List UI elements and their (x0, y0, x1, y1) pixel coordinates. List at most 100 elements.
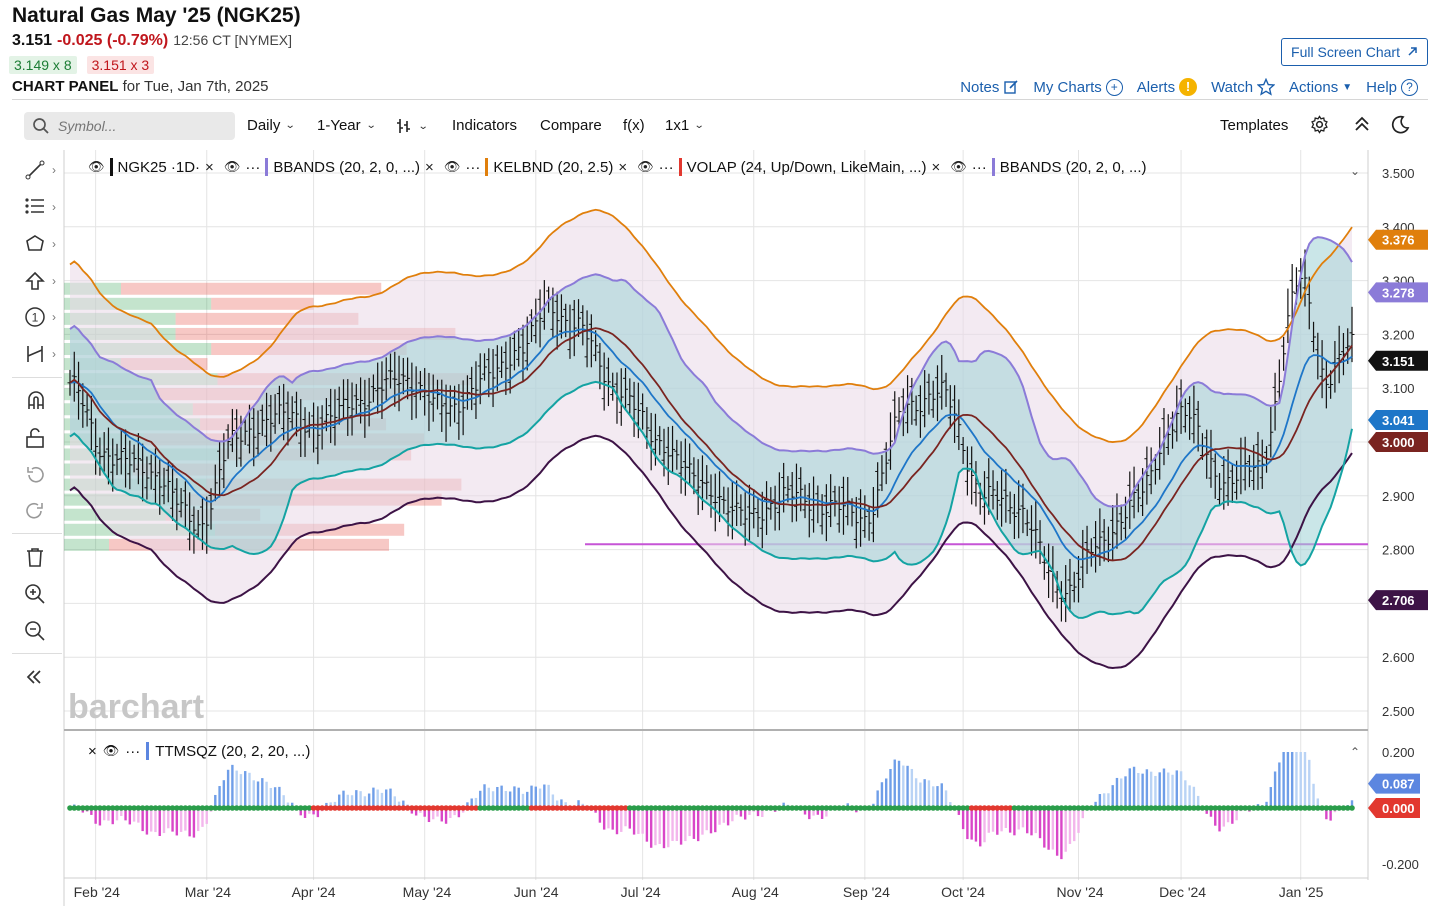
squeeze-dot (438, 805, 445, 811)
layout-dropdown[interactable]: 1x1 ⌄ (665, 117, 705, 134)
external-arrow-icon (1408, 47, 1417, 56)
measure-tool[interactable]: › (24, 340, 58, 368)
squeeze-dot (1028, 805, 1035, 811)
zoom-out-button[interactable] (24, 617, 58, 645)
histogram-bar (179, 808, 183, 832)
notes-link[interactable]: Notes (960, 79, 1019, 96)
squeeze-dot (242, 805, 249, 811)
squeeze-dot (97, 805, 103, 811)
squeeze-dot (182, 805, 189, 811)
symbol-input[interactable] (58, 118, 218, 134)
histogram-bar (692, 808, 696, 839)
bid-ask: 3.149 x 8 3.151 x 3 (9, 56, 155, 74)
fib-tool[interactable]: › (24, 193, 58, 221)
full-screen-chart-button[interactable]: Full Screen Chart (1281, 38, 1428, 66)
squeeze-dot (1344, 805, 1351, 811)
squeeze-dot (780, 805, 787, 811)
price-tag-text: 3.376 (1382, 233, 1415, 248)
delete-drawings-button[interactable] (24, 543, 58, 571)
legend-volap[interactable]: 👁 ··· VOLAP (24, Up/Down, LikeMain, ...) × (637, 158, 940, 176)
more-icon[interactable]: ··· (658, 158, 674, 176)
more-icon[interactable]: ··· (971, 158, 987, 176)
more-icon[interactable]: ··· (125, 742, 141, 760)
histogram-bar (1098, 794, 1102, 808)
more-icon[interactable]: ··· (245, 158, 261, 176)
squeeze-dot (1032, 805, 1039, 811)
legend-collapse-chevron-icon[interactable]: ⌄ (1349, 164, 1360, 178)
squeeze-dot (580, 805, 586, 811)
chart-type-dropdown[interactable]: ⌄ (395, 117, 429, 135)
squeeze-dot (203, 805, 210, 811)
templates-button[interactable]: Templates (1220, 117, 1288, 134)
squeeze-dot (357, 805, 364, 811)
header-divider (12, 99, 1428, 100)
my-charts-link[interactable]: My Charts + (1033, 78, 1123, 96)
watch-link[interactable]: Watch (1211, 78, 1276, 96)
magnet-tool[interactable] (24, 387, 58, 415)
redo-button[interactable] (24, 497, 58, 525)
squeeze-dot (1315, 805, 1321, 811)
price-chart[interactable]: 3.5003.4003.3003.2003.1003.0002.9002.800… (0, 150, 1456, 906)
help-link[interactable]: Help ? (1366, 78, 1418, 96)
squeeze-dot (994, 805, 1001, 811)
squeeze-dot (554, 805, 560, 811)
ttm-collapse-chevron-icon[interactable]: ⌃ (1349, 745, 1360, 759)
zoom-in-button[interactable] (24, 580, 58, 608)
histogram-bar (1299, 752, 1302, 808)
histogram-bar (607, 808, 610, 829)
full-screen-label: Full Screen Chart (1291, 44, 1400, 60)
lock-tool[interactable] (24, 424, 58, 452)
compare-button[interactable]: Compare (540, 117, 602, 134)
eye-icon[interactable]: 👁 (443, 159, 461, 174)
price-tag-text: 3.000 (1382, 435, 1415, 450)
range-dropdown[interactable]: 1-Year ⌄ (317, 117, 376, 134)
alerts-link[interactable]: Alerts ! (1137, 78, 1198, 96)
eye-icon[interactable]: 👁 (637, 159, 654, 174)
price-tag-text: 3.041 (1382, 413, 1415, 428)
eye-icon[interactable]: 👁 (223, 159, 241, 174)
arrow-tool[interactable]: › (24, 267, 58, 295)
dark-mode-toggle[interactable] (1390, 115, 1410, 135)
y-axis: 3.5003.4003.3003.2003.1003.0002.9002.800… (1368, 166, 1428, 719)
undo-button[interactable] (24, 461, 58, 489)
edit-icon (1004, 80, 1018, 94)
histogram-bar (107, 808, 110, 821)
function-button[interactable]: f(x) (623, 117, 645, 134)
actions-menu[interactable]: Actions ▼ (1289, 79, 1352, 96)
collapse-toolbar-button[interactable] (1354, 115, 1370, 133)
close-icon[interactable]: × (205, 158, 214, 176)
close-icon[interactable]: × (425, 158, 434, 176)
indicators-button[interactable]: Indicators (452, 117, 517, 134)
help-icon: ? (1401, 78, 1418, 96)
histogram-bar (149, 808, 153, 832)
price-tag-bg (1368, 229, 1428, 250)
series-color-swatch (109, 158, 113, 176)
close-icon[interactable]: × (931, 158, 941, 176)
legend-main[interactable]: 👁 NGK25 ·1D· × (88, 158, 214, 176)
histogram-bar (547, 784, 550, 808)
trendline-tool[interactable]: › (24, 156, 58, 184)
shape-tool[interactable]: › (24, 230, 58, 258)
histogram-bar (1329, 808, 1332, 821)
squeeze-dot (1045, 805, 1052, 811)
eye-icon[interactable]: 👁 (950, 159, 967, 174)
numbering-tool[interactable]: 1 › (24, 303, 58, 331)
more-icon[interactable]: ··· (465, 158, 481, 176)
period-dropdown[interactable]: Daily ⌄ (247, 117, 296, 134)
close-icon[interactable]: × (618, 158, 628, 176)
legend-kelbnd[interactable]: 👁 ··· KELBND (20, 2.5) × (444, 158, 627, 176)
squeeze-dot (1238, 805, 1244, 811)
double-chevron-up-icon (1355, 116, 1369, 131)
collapse-tools-button[interactable] (24, 663, 58, 691)
squeeze-dot (930, 805, 937, 811)
histogram-bar (132, 808, 136, 822)
eye-icon[interactable]: 👁 (102, 743, 120, 758)
legend-bbands-1[interactable]: 👁 ··· BBANDS (20, 2, 0, ...) × (224, 158, 434, 176)
settings-button[interactable] (1310, 115, 1329, 134)
squeeze-dot (909, 805, 915, 811)
eye-icon[interactable]: 👁 (88, 159, 105, 174)
close-icon[interactable]: × (88, 742, 97, 760)
symbol-search[interactable] (24, 112, 235, 140)
legend-bbands-2[interactable]: 👁 ··· BBANDS (20, 2, 0, ...) (950, 158, 1147, 176)
squeeze-dot (1306, 805, 1313, 811)
